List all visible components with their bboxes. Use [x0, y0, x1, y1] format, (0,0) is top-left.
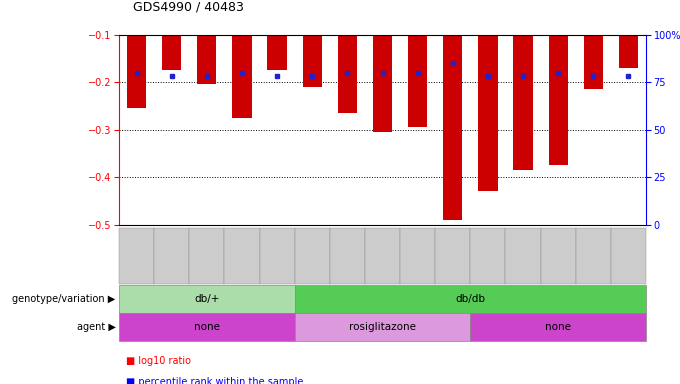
- Bar: [443, 35, 462, 220]
- Text: none: none: [545, 322, 571, 332]
- Bar: [583, 35, 603, 89]
- Bar: [233, 35, 252, 118]
- Bar: [478, 35, 498, 191]
- Text: ■ log10 ratio: ■ log10 ratio: [126, 356, 191, 366]
- Bar: [127, 35, 146, 108]
- Text: db/+: db/+: [194, 294, 220, 304]
- Bar: [408, 35, 427, 127]
- Bar: [619, 35, 638, 68]
- Bar: [373, 35, 392, 132]
- Text: db/db: db/db: [456, 294, 486, 304]
- Bar: [338, 35, 357, 113]
- Bar: [162, 35, 182, 70]
- Bar: [197, 35, 216, 84]
- Text: rosiglitazone: rosiglitazone: [349, 322, 416, 332]
- Bar: [549, 35, 568, 165]
- Text: ■ percentile rank within the sample: ■ percentile rank within the sample: [126, 377, 303, 384]
- Text: none: none: [194, 322, 220, 332]
- Text: agent ▶: agent ▶: [77, 322, 116, 332]
- Text: GDS4990 / 40483: GDS4990 / 40483: [133, 0, 243, 13]
- Bar: [267, 35, 287, 70]
- Text: genotype/variation ▶: genotype/variation ▶: [12, 294, 116, 304]
- Bar: [513, 35, 532, 170]
- Bar: [303, 35, 322, 87]
